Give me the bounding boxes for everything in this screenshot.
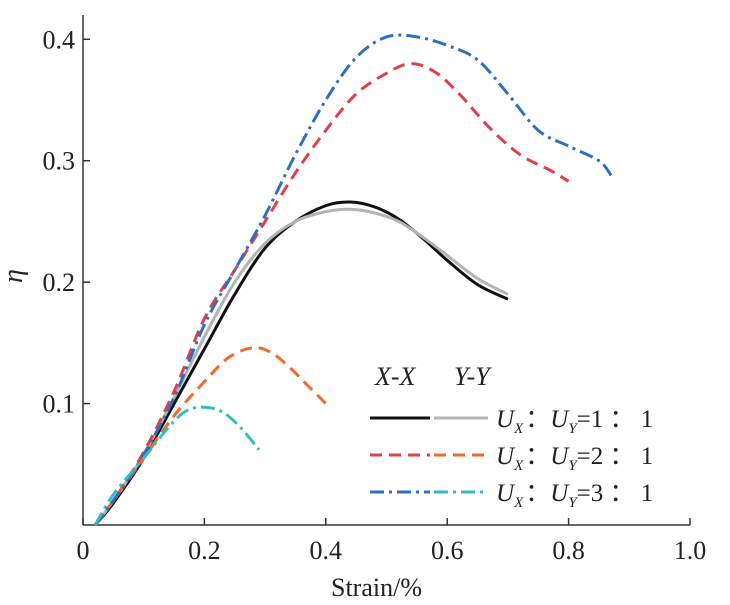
legend-value: =3 ： 1 [577, 480, 654, 507]
legend-separator: ： [525, 480, 550, 507]
x-tick-label: 0 [77, 536, 90, 565]
legend-sub-left: X [513, 495, 524, 511]
legend-header-x-x: X-X [374, 362, 417, 391]
series-line-y-y-1-1 [93, 207, 509, 526]
y-axis-title: η [0, 269, 29, 283]
series-line-x-x-1-1 [93, 200, 509, 526]
legend-u-left: U [496, 443, 516, 470]
y-tick-label: 0.1 [43, 390, 76, 419]
x-tick-label: 0.8 [552, 536, 585, 565]
legend: X-X Y-YUX：UY=1 ： 1UX：UY=2 ： 1UX：UY=3 ： 1 [370, 362, 653, 511]
series-line-y-y-3-1 [93, 405, 261, 526]
legend-u-right: U [550, 406, 570, 433]
y-tick-label: 0.3 [43, 147, 76, 176]
x-tick-label: 0.6 [431, 536, 464, 565]
legend-label: UX：UY=2 ： 1 [496, 443, 653, 474]
legend-sub-right: Y [568, 421, 578, 437]
x-tick-label: 1.0 [674, 536, 707, 565]
legend-header-y-y: Y-Y [454, 362, 492, 391]
legend-value: =1 ： 1 [577, 406, 654, 433]
series-group [93, 33, 613, 526]
x-tick-label: 0.2 [188, 536, 221, 565]
legend-separator: ： [525, 443, 550, 470]
legend-separator: ： [525, 406, 550, 433]
series-line-y-y-2-1 [93, 346, 327, 526]
legend-sub-left: X [513, 458, 524, 474]
series-line-x-x-3-1 [93, 33, 613, 526]
legend-value: =2 ： 1 [577, 443, 654, 470]
series-line-x-x-2-1 [93, 62, 570, 526]
legend-u-right: U [550, 443, 570, 470]
legend-sub-left: X [513, 421, 524, 437]
y-tick-label: 0.4 [43, 25, 76, 54]
legend-sub-right: Y [568, 495, 578, 511]
legend-u-right: U [550, 480, 570, 507]
x-tick-label: 0.4 [310, 536, 343, 565]
legend-u-left: U [496, 406, 516, 433]
x-axis-title: Strain/% [331, 573, 422, 602]
ticks: 0 0.2 0.4 0.6 0.8 1.0 0.1 0.2 0.3 0.4 [43, 25, 707, 565]
legend-sub-right: Y [568, 458, 578, 474]
legend-u-left: U [496, 480, 516, 507]
axes: Strain/% η [0, 15, 690, 602]
legend-label: UX：UY=3 ： 1 [496, 480, 653, 511]
legend-label: UX：UY=1 ： 1 [496, 406, 653, 437]
y-tick-label: 0.2 [43, 268, 76, 297]
